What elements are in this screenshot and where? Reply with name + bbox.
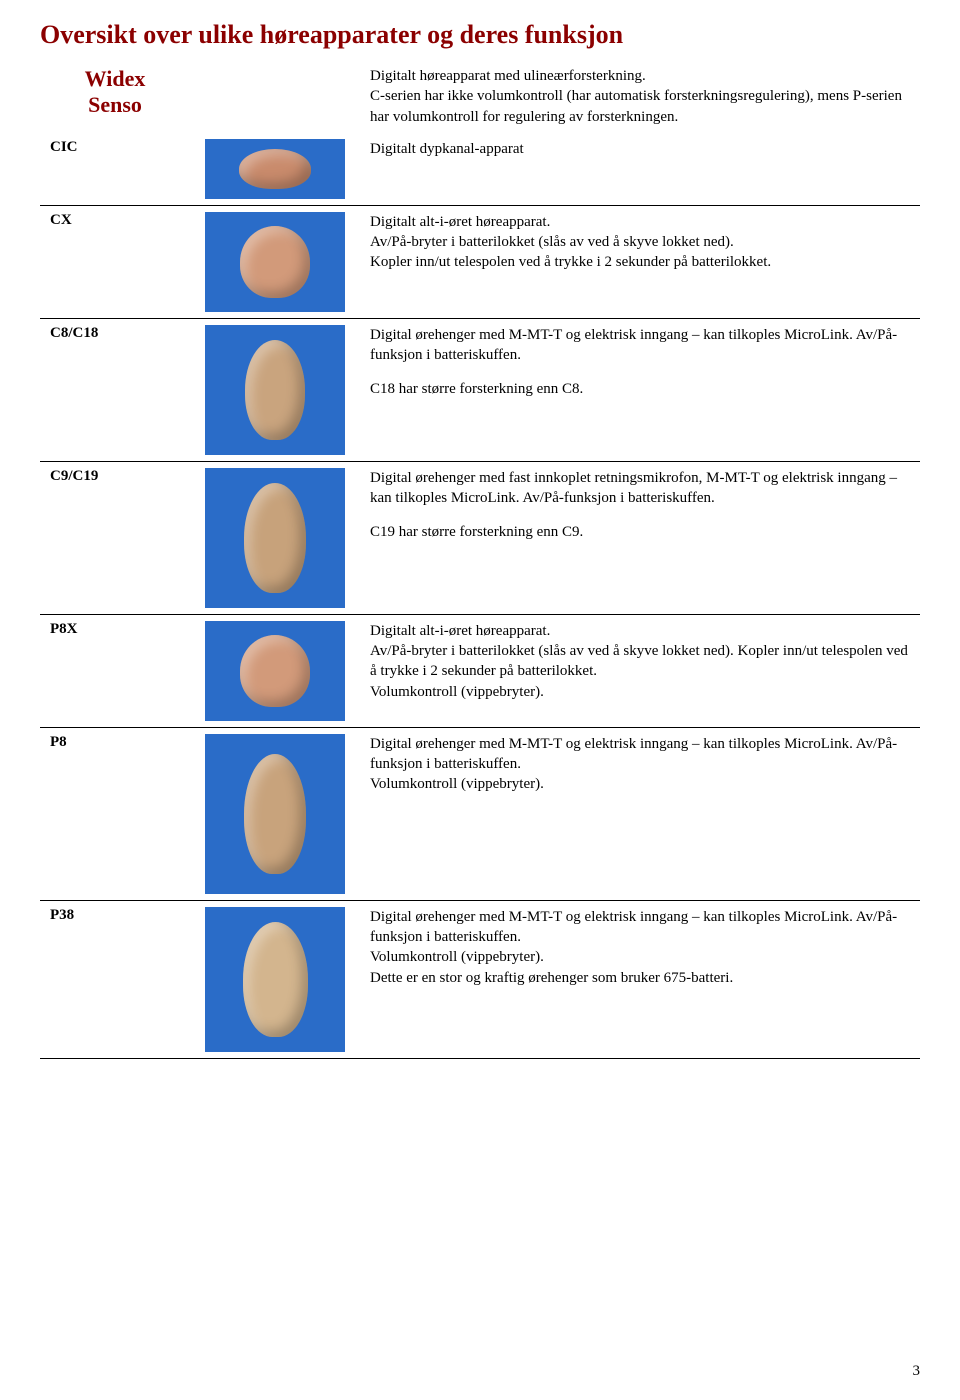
product-image-cell bbox=[190, 615, 360, 727]
hearing-aid-icon bbox=[244, 754, 306, 874]
product-image bbox=[205, 468, 345, 608]
description-extra: C19 har større forsterkning enn C9. bbox=[370, 522, 910, 542]
model-label: P8X bbox=[40, 615, 190, 727]
model-label: P38 bbox=[40, 901, 190, 1058]
table-row: P8 Digital ørehenger med M-MT-T og elektr… bbox=[40, 728, 920, 901]
product-image-cell bbox=[190, 901, 360, 1058]
hearing-aid-icon bbox=[240, 226, 310, 298]
page-number: 3 bbox=[913, 1363, 921, 1380]
brand-name-1: Widex bbox=[50, 66, 180, 92]
description-text: Digital ørehenger med M-MT-T og elektris… bbox=[370, 907, 910, 988]
product-image-cell bbox=[190, 728, 360, 900]
description-text: Digitalt dypkanal-apparat bbox=[370, 139, 910, 159]
hearing-aid-table: Widex Senso Digitalt høreapparat med uli… bbox=[40, 60, 920, 1059]
table-row: C8/C18 Digital ørehenger med M-MT-T og el… bbox=[40, 319, 920, 462]
hearing-aid-icon bbox=[243, 922, 308, 1037]
model-label-text: P8X bbox=[50, 621, 78, 637]
model-description: Digital ørehenger med M-MT-T og elektris… bbox=[360, 728, 920, 900]
model-description: Digital ørehenger med M-MT-T og elektris… bbox=[360, 901, 920, 1058]
product-image-cell bbox=[190, 462, 360, 614]
product-image-cell bbox=[190, 206, 360, 318]
model-description: Digital ørehenger med M-MT-T og elektris… bbox=[360, 319, 920, 461]
description-text: Digital ørehenger med M-MT-T og elektris… bbox=[370, 734, 910, 795]
model-label-text: C9/C19 bbox=[50, 468, 98, 484]
model-label: P8 bbox=[40, 728, 190, 900]
product-image bbox=[205, 621, 345, 721]
model-label-text: C8/C18 bbox=[50, 325, 98, 341]
hearing-aid-icon bbox=[244, 483, 306, 593]
product-image bbox=[205, 734, 345, 894]
model-label-text: CIC bbox=[50, 139, 78, 155]
model-label-text: CX bbox=[50, 212, 72, 228]
model-description: Digitalt alt-i-øret høreapparat. Av/På-b… bbox=[360, 615, 920, 727]
description-text: Digitalt alt-i-øret høreapparat. Av/På-b… bbox=[370, 621, 910, 702]
product-image-cell bbox=[190, 319, 360, 461]
page-title: Oversikt over ulike høreapparater og der… bbox=[40, 20, 920, 50]
model-description: Digitalt alt-i-øret høreapparat. Av/På-b… bbox=[360, 206, 920, 318]
product-image bbox=[205, 139, 345, 199]
table-row: CX Digitalt alt-i-øret høreapparat. Av/På… bbox=[40, 206, 920, 319]
product-image bbox=[205, 212, 345, 312]
description-text: Digital ørehenger med M-MT-T og elektris… bbox=[370, 325, 910, 366]
description-text: Digitalt alt-i-øret høreapparat. Av/På-b… bbox=[370, 212, 910, 273]
model-label: CIC bbox=[40, 133, 190, 205]
model-label-text: P38 bbox=[50, 907, 74, 923]
brand-cell: Widex Senso bbox=[40, 60, 190, 133]
header-desc: Digitalt høreapparat med ulineærforsterk… bbox=[360, 60, 920, 133]
model-label: CX bbox=[40, 206, 190, 318]
table-header-row: Widex Senso Digitalt høreapparat med uli… bbox=[40, 60, 920, 133]
model-label-text: P8 bbox=[50, 734, 67, 750]
table-row: P8X Digitalt alt-i-øret høreapparat. Av/P… bbox=[40, 615, 920, 728]
table-row: C9/C19 Digital ørehenger med fast innkopl… bbox=[40, 462, 920, 615]
model-description: Digital ørehenger med fast innkoplet ret… bbox=[360, 462, 920, 614]
product-image bbox=[205, 907, 345, 1052]
table-row: P38 Digital ørehenger med M-MT-T og elekt… bbox=[40, 901, 920, 1059]
model-label: C8/C18 bbox=[40, 319, 190, 461]
product-image-cell bbox=[190, 133, 360, 205]
description-extra: C18 har større forsterkning enn C8. bbox=[370, 379, 910, 399]
brand-name-2: Senso bbox=[50, 92, 180, 118]
hearing-aid-icon bbox=[239, 149, 311, 189]
model-description: Digitalt dypkanal-apparat bbox=[360, 133, 920, 205]
hearing-aid-icon bbox=[240, 635, 310, 707]
header-img-cell bbox=[190, 60, 360, 133]
product-image bbox=[205, 325, 345, 455]
table-row: CIC Digitalt dypkanal-apparat bbox=[40, 133, 920, 206]
description-text: Digital ørehenger med fast innkoplet ret… bbox=[370, 468, 910, 509]
hearing-aid-icon bbox=[245, 340, 305, 440]
model-label: C9/C19 bbox=[40, 462, 190, 614]
